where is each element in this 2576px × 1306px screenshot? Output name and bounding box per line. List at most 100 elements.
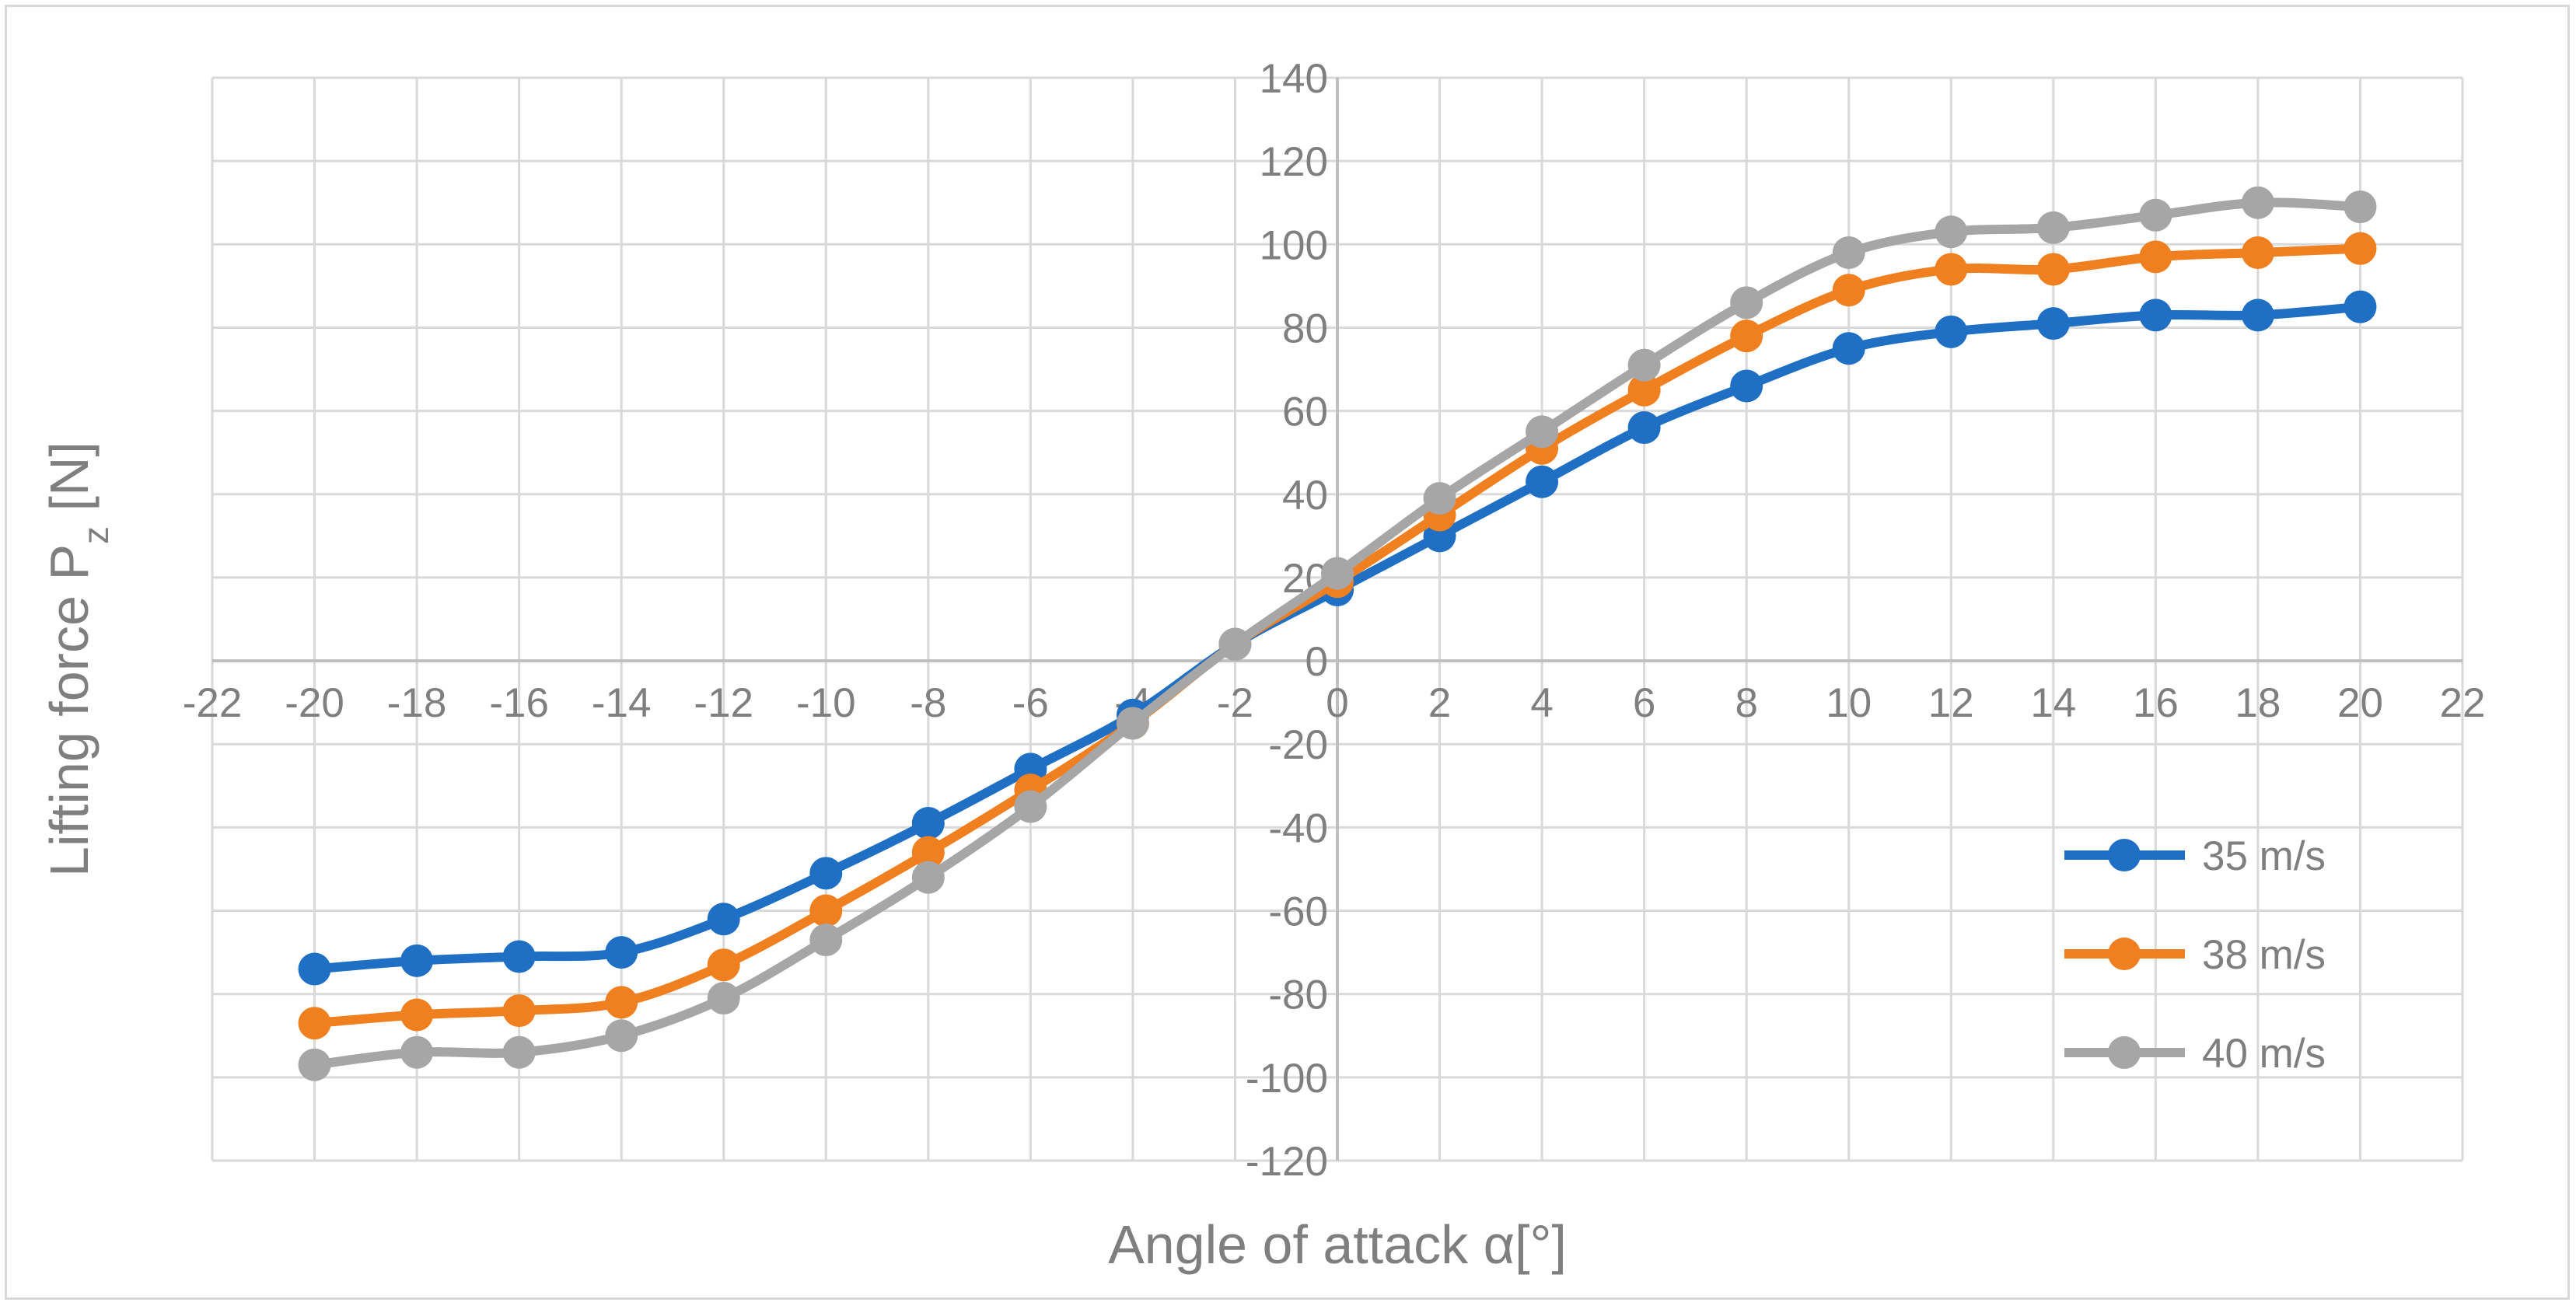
- data-point: [1832, 274, 1865, 307]
- data-point: [2344, 232, 2377, 265]
- data-point: [1730, 320, 1763, 353]
- y-tick-label: 80: [1282, 306, 1328, 351]
- y-tick-label: -60: [1268, 889, 1328, 935]
- x-tick-label: 4: [1530, 680, 1553, 726]
- data-point: [2241, 299, 2274, 332]
- legend-label: 38 m/s: [2202, 932, 2326, 978]
- legend-label: 40 m/s: [2202, 1031, 2326, 1077]
- x-axis-title: Angle of attack α[°]: [1108, 1214, 1567, 1275]
- y-tick-label: 0: [1305, 639, 1328, 685]
- y-axis-title-main: Lifting force P: [39, 544, 100, 877]
- series-group: [298, 186, 2377, 1081]
- data-point: [2139, 198, 2172, 232]
- data-point: [1935, 215, 1968, 249]
- x-tick-label: -16: [489, 680, 549, 726]
- legend-item: 40 m/s: [2064, 1031, 2326, 1077]
- data-point: [1935, 315, 1968, 348]
- data-point: [911, 836, 945, 869]
- y-axis-title: Lifting force Pz [N]: [39, 442, 116, 877]
- x-tick-label: 14: [2030, 680, 2076, 726]
- data-point: [298, 952, 331, 986]
- y-axis-title-unit: [N]: [39, 442, 100, 526]
- legend-swatch-marker: [2108, 1036, 2141, 1069]
- data-point: [1832, 236, 1865, 270]
- y-tick-label: 120: [1260, 139, 1328, 185]
- legend-label: 35 m/s: [2202, 833, 2326, 879]
- data-point: [1321, 557, 1354, 590]
- data-point: [707, 982, 740, 1015]
- x-tick-label: -6: [1012, 680, 1049, 726]
- data-point: [605, 986, 638, 1019]
- x-tick-label: -12: [694, 680, 753, 726]
- data-point: [1730, 369, 1763, 403]
- x-tick-label: -22: [183, 680, 243, 726]
- legend-item: 38 m/s: [2064, 932, 2326, 978]
- data-point: [911, 861, 945, 894]
- x-tick-label: 8: [1735, 680, 1757, 726]
- data-point: [400, 1035, 434, 1069]
- data-point: [502, 1035, 536, 1069]
- x-tick-label: -8: [910, 680, 946, 726]
- data-point: [809, 857, 843, 890]
- series-3: [298, 186, 2377, 1081]
- data-point: [809, 894, 843, 927]
- data-point: [1116, 707, 1149, 740]
- y-tick-label: 60: [1282, 389, 1328, 435]
- x-tick-label: 0: [1326, 680, 1348, 726]
- legend-item: 35 m/s: [2064, 833, 2326, 879]
- x-tick-label: -2: [1217, 680, 1253, 726]
- legend: 35 m/s 38 m/s 40 m/s: [2064, 833, 2326, 1077]
- legend-swatch-marker: [2108, 839, 2141, 871]
- x-tick-label: 22: [2440, 680, 2486, 726]
- data-point: [2036, 253, 2070, 286]
- data-point: [502, 940, 536, 973]
- x-tick-label: -14: [592, 680, 652, 726]
- x-tick-label: 10: [1826, 680, 1872, 726]
- data-point: [1832, 332, 1865, 365]
- data-point: [1627, 348, 1661, 382]
- data-point: [2344, 190, 2377, 224]
- y-tick-label: -80: [1268, 973, 1328, 1018]
- data-point: [1627, 373, 1661, 407]
- y-tick-label: -20: [1268, 722, 1328, 768]
- data-point: [2139, 240, 2172, 274]
- axes: [212, 78, 2462, 1161]
- data-point: [1730, 286, 1763, 320]
- data-point: [1526, 415, 1559, 449]
- data-point: [1526, 465, 1559, 498]
- x-tick-label: 2: [1428, 680, 1451, 726]
- data-point: [502, 994, 536, 1028]
- y-tick-label: 40: [1282, 473, 1328, 519]
- data-point: [298, 1007, 331, 1040]
- y-axis-title-subscript: z: [75, 526, 116, 544]
- data-point: [1935, 253, 1968, 286]
- data-point: [1014, 790, 1047, 823]
- data-point: [2036, 307, 2070, 340]
- y-tick-label: -40: [1268, 805, 1328, 851]
- y-tick-label: 100: [1260, 222, 1328, 268]
- data-point: [605, 936, 638, 969]
- data-point: [2241, 186, 2274, 219]
- x-tick-label: 18: [2235, 680, 2281, 726]
- data-point: [2036, 211, 2070, 244]
- x-tick-label: 20: [2337, 680, 2383, 726]
- data-point: [911, 807, 945, 840]
- data-point: [1423, 482, 1456, 515]
- data-point: [2344, 290, 2377, 323]
- data-point: [400, 944, 434, 977]
- data-point: [707, 948, 740, 982]
- data-point: [400, 998, 434, 1032]
- data-point: [2139, 299, 2172, 332]
- x-tick-label: 6: [1633, 680, 1655, 726]
- x-tick-label: 12: [1928, 680, 1974, 726]
- legend-swatch-marker: [2108, 938, 2141, 970]
- data-point: [707, 903, 740, 936]
- data-point: [2241, 236, 2274, 270]
- data-point: [1218, 627, 1252, 661]
- x-tick-labels: -22-20-18-16-14-12-10-8-6-4-202468101214…: [183, 680, 2486, 726]
- data-point: [809, 924, 843, 957]
- x-tick-label: -18: [387, 680, 447, 726]
- data-point: [298, 1048, 331, 1081]
- y-tick-label: -120: [1246, 1139, 1328, 1185]
